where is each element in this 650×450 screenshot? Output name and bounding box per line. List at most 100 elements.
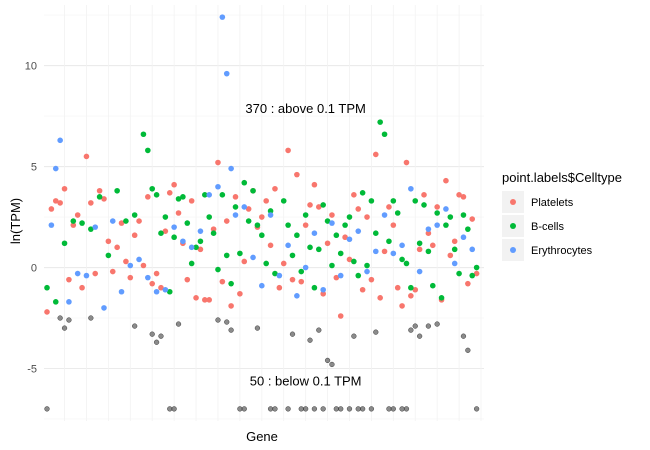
data-point-erythrocytes [153,288,160,295]
data-point-below [390,406,396,412]
data-point-erythrocytes [171,224,177,230]
data-point-platelets [140,262,147,269]
data-point-b-cells [298,268,305,275]
data-point-b-cells [61,240,68,247]
data-point-b-cells [272,270,278,277]
data-point-b-cells [364,262,370,269]
data-point-below [412,323,418,329]
data-point-erythrocytes [364,268,370,275]
data-point-b-cells [429,282,436,289]
legend-label: Platelets [531,197,574,209]
data-point-erythrocytes [197,228,204,234]
data-point-platelets [61,185,68,192]
annotation-label: 50 : below 0.1 TPM [250,374,362,389]
data-point-platelets [131,232,138,239]
data-point-platelets [372,151,379,158]
data-point-b-cells [175,196,182,202]
data-point-platelets [364,214,370,220]
data-point-b-cells [180,194,186,200]
data-point-erythrocytes [83,272,90,279]
data-point-platelets [237,290,243,297]
data-point-platelets [162,228,169,234]
data-point-platelets [320,290,326,297]
data-point-platelets [386,204,392,210]
y-tick-label: 10 [25,61,37,73]
data-point-platelets [381,248,388,255]
data-point-below [324,357,331,364]
data-point-platelets [202,297,208,303]
data-point-b-cells [451,246,458,253]
data-point-erythrocytes [259,282,265,289]
data-point-b-cells [245,218,252,224]
data-point-erythrocytes [302,264,309,271]
data-point-b-cells [123,218,129,224]
data-point-below [241,406,247,412]
data-point-b-cells [394,210,401,216]
data-point-platelets [206,297,213,303]
data-point-platelets [272,185,278,192]
data-point-platelets [289,276,296,283]
data-point-erythrocytes [311,230,318,236]
data-point-platelets [79,284,85,291]
data-point-b-cells [280,198,287,204]
data-point-below [460,333,467,339]
data-point-erythrocytes [451,260,458,267]
data-point-platelets [241,258,248,265]
data-point-below [408,327,414,333]
data-point-erythrocytes [408,185,414,192]
data-point-b-cells [368,198,375,204]
data-point-platelets [451,238,458,245]
data-point-below [333,406,339,412]
data-point-erythrocytes [136,256,142,263]
data-point-erythrocytes [188,244,195,251]
data-point-b-cells [52,299,59,305]
legend-marker [510,247,516,253]
data-point-b-cells [188,260,195,267]
data-point-b-cells [206,214,213,220]
data-point-platelets [105,238,112,245]
data-point-platelets [333,274,340,281]
data-point-platelets [197,246,204,253]
data-point-below [338,406,344,412]
data-point-b-cells [105,252,112,259]
data-point-platelets [48,206,55,212]
data-point-below [434,321,440,327]
data-point-b-cells [153,192,160,198]
data-point-platelets [145,194,151,200]
data-points [44,14,480,412]
data-point-below [228,327,234,333]
data-point-b-cells [44,284,50,291]
data-point-b-cells [289,252,296,259]
data-point-platelets [294,171,300,178]
data-point-platelets [184,276,191,283]
data-point-platelets [302,222,309,228]
grid-lines [44,5,484,421]
data-point-erythrocytes [48,222,55,228]
data-point-below [153,339,160,345]
data-point-b-cells [223,252,230,259]
data-point-b-cells [149,185,156,192]
data-point-b-cells [386,238,392,245]
data-point-erythrocytes [219,14,226,20]
data-point-platelets [245,206,252,212]
data-point-below [149,331,155,337]
data-point-erythrocytes [434,222,440,228]
data-point-platelets [66,276,72,283]
data-point-below [224,319,230,325]
data-point-erythrocytes [215,183,221,190]
x-axis-label: Gene [246,429,278,444]
data-point-b-cells [184,220,191,226]
data-point-b-cells [263,260,269,267]
data-point-erythrocytes [66,299,72,305]
data-point-platelets [259,214,265,220]
data-point-below [311,406,318,412]
data-point-erythrocytes [425,226,432,232]
data-point-below [474,406,480,412]
data-point-platelets [228,303,234,309]
data-point-erythrocytes [355,228,362,234]
data-point-b-cells [403,260,410,267]
data-point-platelets [329,212,335,218]
data-point-below [346,406,353,412]
data-point-platelets [324,240,331,247]
data-point-below [368,406,375,412]
